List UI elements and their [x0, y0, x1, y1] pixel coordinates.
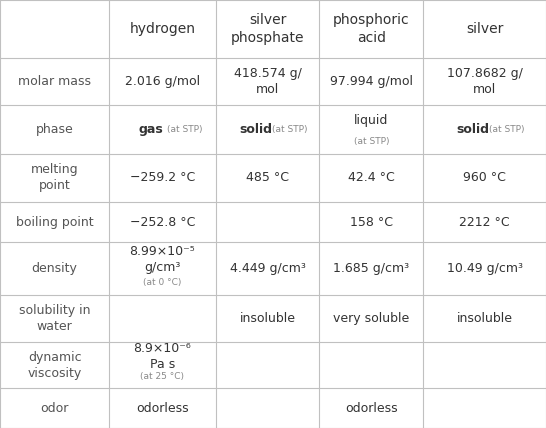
Text: 97.994 g/mol: 97.994 g/mol — [330, 75, 413, 88]
Text: 4.449 g/cm³: 4.449 g/cm³ — [230, 262, 305, 275]
Text: hydrogen: hydrogen — [129, 22, 195, 36]
Text: (at STP): (at STP) — [353, 137, 389, 146]
Text: phosphoric
acid: phosphoric acid — [333, 13, 410, 45]
Text: −259.2 °C: −259.2 °C — [130, 172, 195, 184]
Text: 107.8682 g/
mol: 107.8682 g/ mol — [447, 67, 523, 96]
Text: density: density — [32, 262, 78, 275]
Text: (at STP): (at STP) — [271, 125, 307, 134]
Text: silver: silver — [466, 22, 503, 36]
Text: very soluble: very soluble — [333, 312, 410, 325]
Text: solid: solid — [239, 122, 272, 136]
Text: 8.9×10⁻⁶
Pa s: 8.9×10⁻⁶ Pa s — [134, 342, 191, 372]
Text: odor: odor — [40, 402, 69, 415]
Text: (at 25 °C): (at 25 °C) — [140, 372, 185, 381]
Text: 158 °C: 158 °C — [350, 216, 393, 229]
Text: 2.016 g/mol: 2.016 g/mol — [125, 75, 200, 88]
Text: solubility in
water: solubility in water — [19, 304, 90, 333]
Text: 42.4 °C: 42.4 °C — [348, 172, 395, 184]
Text: gas: gas — [138, 122, 163, 136]
Text: 485 °C: 485 °C — [246, 172, 289, 184]
Text: 960 °C: 960 °C — [463, 172, 506, 184]
Text: (at STP): (at STP) — [489, 125, 524, 134]
Text: odorless: odorless — [136, 402, 189, 415]
Text: solid: solid — [456, 122, 489, 136]
Text: 1.685 g/cm³: 1.685 g/cm³ — [333, 262, 410, 275]
Text: melting
point: melting point — [31, 163, 79, 193]
Text: 10.49 g/cm³: 10.49 g/cm³ — [447, 262, 523, 275]
Text: liquid: liquid — [354, 114, 388, 127]
Text: odorless: odorless — [345, 402, 397, 415]
Text: silver
phosphate: silver phosphate — [231, 13, 304, 45]
Text: boiling point: boiling point — [16, 216, 93, 229]
Text: −252.8 °C: −252.8 °C — [130, 216, 195, 229]
Text: insoluble: insoluble — [456, 312, 513, 325]
Text: phase: phase — [35, 122, 74, 136]
Text: dynamic
viscosity: dynamic viscosity — [27, 351, 82, 380]
Text: (at STP): (at STP) — [167, 125, 202, 134]
Text: (at 0 °C): (at 0 °C) — [143, 278, 182, 287]
Text: 8.99×10⁻⁵
g/cm³: 8.99×10⁻⁵ g/cm³ — [129, 244, 195, 273]
Text: 2212 °C: 2212 °C — [459, 216, 510, 229]
Text: insoluble: insoluble — [240, 312, 295, 325]
Text: 418.574 g/
mol: 418.574 g/ mol — [234, 67, 301, 96]
Text: molar mass: molar mass — [18, 75, 91, 88]
